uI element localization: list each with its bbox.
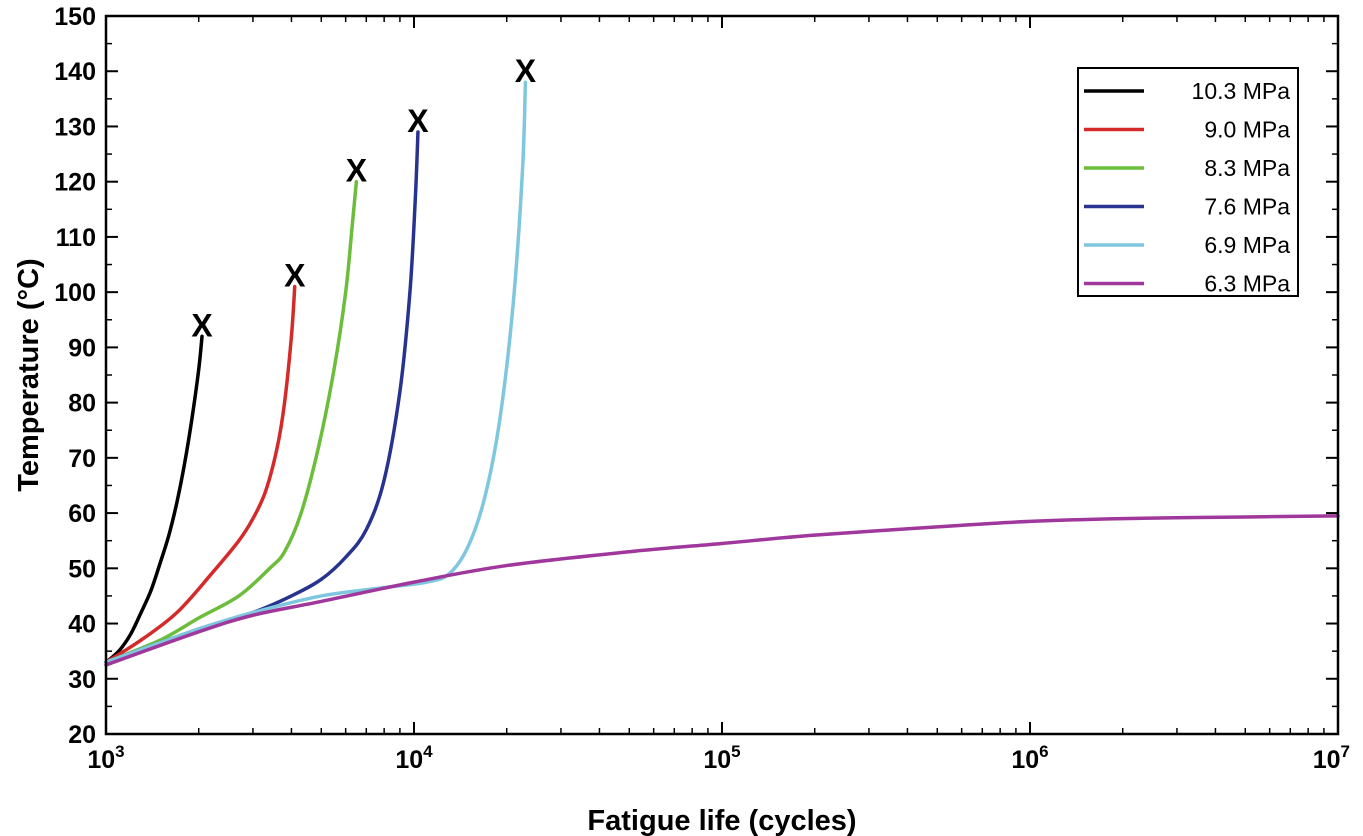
- series-line-4: [104, 80, 528, 664]
- y-tick-label: 130: [54, 113, 96, 141]
- failure-marker: X: [284, 258, 306, 294]
- y-tick-label: 30: [68, 666, 96, 694]
- failure-markers: X X X X X: [191, 53, 536, 343]
- legend-label-4: 6.9 MPa: [1204, 232, 1290, 258]
- plot-series: [104, 80, 1340, 667]
- series-line-0: [104, 334, 204, 664]
- y-tick-label: 60: [68, 500, 96, 528]
- y-tick-label: 70: [68, 445, 96, 473]
- failure-marker: X: [346, 153, 368, 189]
- y-tick-label: 140: [54, 58, 96, 86]
- legend-label-0: 10.3 MPa: [1192, 78, 1291, 104]
- legend: 10.3 MPa 9.0 MPa 8.3 MPa 7.6 MPa 6.9 MPa 6.3 …: [1077, 67, 1299, 297]
- y-tick-label: 40: [68, 611, 96, 639]
- y-tick-label: 150: [54, 3, 96, 31]
- y-tick-labels: 20 30 40 50 60 70 80 90 100 110 120 130 140 150: [54, 3, 96, 749]
- y-tick-label: 90: [68, 334, 96, 362]
- y-tick-label: 50: [68, 555, 96, 583]
- x-tick-labels: 103 104 105 106 107: [87, 742, 1350, 774]
- y-tick-label: 80: [68, 390, 96, 418]
- failure-marker: X: [191, 307, 213, 343]
- legend-label-2: 8.3 MPa: [1204, 155, 1290, 181]
- x-tick-label: 104: [395, 742, 433, 774]
- failure-marker: X: [515, 53, 537, 89]
- series-line-1: [104, 284, 297, 664]
- legend-label-5: 6.3 MPa: [1204, 271, 1290, 297]
- x-tick-label: 107: [1313, 742, 1350, 774]
- failure-marker: X: [407, 103, 429, 139]
- plot-frame: [104, 14, 1340, 736]
- y-tick-label: 110: [56, 224, 96, 252]
- y-tick-label: 20: [68, 721, 96, 749]
- x-tick-label: 103: [87, 742, 124, 774]
- y-tick-label: 100: [54, 279, 96, 307]
- legend-label-3: 7.6 MPa: [1204, 194, 1290, 220]
- legend-label-1: 9.0 MPa: [1204, 117, 1290, 143]
- y-axis-title: Temperature (°C): [13, 258, 45, 491]
- x-tick-label: 106: [1011, 742, 1048, 774]
- y-tick-label: 120: [54, 169, 96, 197]
- series-line-2: [104, 179, 359, 664]
- x-tick-label: 105: [703, 742, 740, 774]
- x-axis-title: Fatigue life (cycles): [587, 805, 856, 836]
- series-line-5: [104, 514, 1340, 667]
- legend-box: [1077, 67, 1299, 297]
